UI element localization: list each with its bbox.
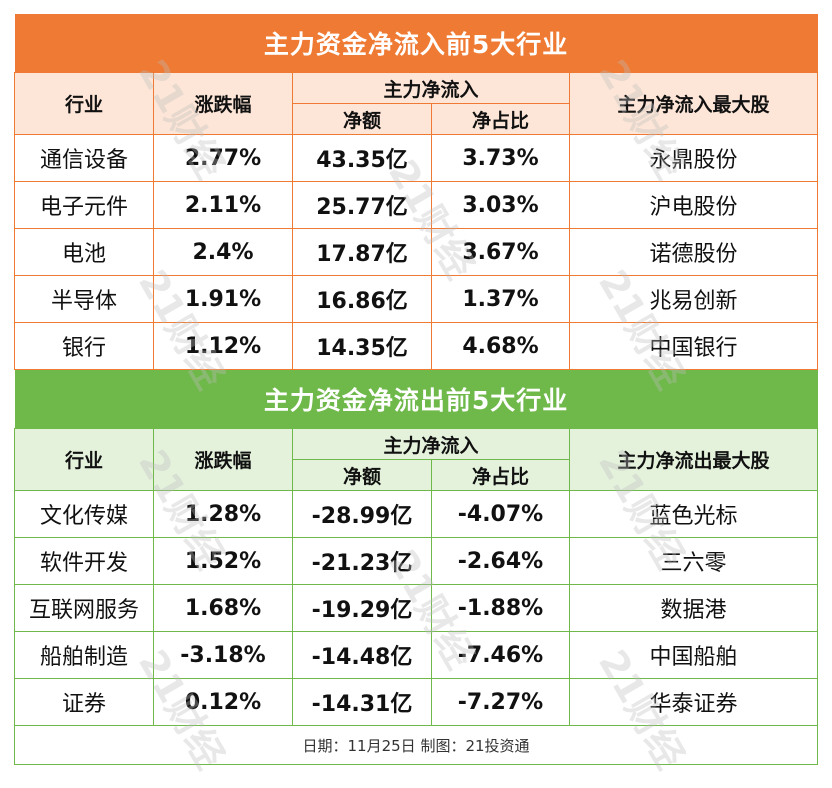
cell-net-amount: -14.48亿 (292, 631, 432, 679)
cell-net-amount: -14.31亿 (292, 678, 432, 726)
cell-net-ratio: -7.46% (431, 631, 570, 679)
cell-top-stock: 诺德股份 (568, 228, 819, 276)
outflow-title: 主力资金净流出前5大行业 (14, 370, 818, 429)
cell-change: 0.12% (153, 678, 293, 726)
table-row: 通信设备 2.77% 43.35亿 3.73% 永鼎股份 (14, 134, 819, 182)
cell-net-amount: -19.29亿 (292, 584, 432, 632)
footer-note: 日期：11月25日 制图：21投资通 (13, 725, 819, 765)
header-net-amount: 净额 (292, 459, 432, 491)
cell-industry: 证券 (14, 678, 154, 726)
cell-top-stock: 数据港 (568, 584, 819, 632)
cell-industry: 银行 (14, 322, 154, 370)
cell-industry: 软件开发 (14, 537, 154, 585)
header-top-stock: 主力净流出最大股 (568, 428, 819, 491)
table-row: 半导体 1.91% 16.86亿 1.37% 兆易创新 (14, 275, 819, 323)
header-net-ratio: 净占比 (431, 459, 570, 491)
header-net-ratio: 净占比 (431, 103, 570, 135)
table-row: 软件开发 1.52% -21.23亿 -2.64% 三六零 (14, 537, 819, 585)
header-change: 涨跌幅 (153, 428, 293, 491)
header-industry: 行业 (14, 428, 154, 491)
cell-change: 1.91% (153, 275, 293, 323)
cell-net-ratio: -1.88% (431, 584, 570, 632)
infographic: 主力资金净流入前5大行业 行业 涨跌幅 主力净流入 主力净流入最大股 净额 净占… (13, 14, 819, 765)
cell-top-stock: 兆易创新 (568, 275, 819, 323)
cell-net-ratio: -2.64% (431, 537, 570, 585)
cell-net-ratio: -4.07% (431, 490, 570, 538)
cell-net-ratio: 4.68% (431, 322, 570, 370)
cell-change: 2.11% (153, 181, 293, 229)
inflow-title: 主力资金净流入前5大行业 (14, 14, 818, 73)
header-flow-group: 主力净流入 (292, 428, 570, 460)
cell-change: 1.28% (153, 490, 293, 538)
table-row: 文化传媒 1.28% -28.99亿 -4.07% 蓝色光标 (14, 490, 819, 538)
cell-net-amount: 25.77亿 (292, 181, 432, 229)
cell-change: 1.12% (153, 322, 293, 370)
cell-net-ratio: -7.27% (431, 678, 570, 726)
cell-industry: 电池 (14, 228, 154, 276)
cell-net-ratio: 1.37% (431, 275, 570, 323)
cell-industry: 文化传媒 (14, 490, 154, 538)
cell-net-amount: 17.87亿 (292, 228, 432, 276)
inflow-table: 主力资金净流入前5大行业 行业 涨跌幅 主力净流入 主力净流入最大股 净额 净占… (14, 14, 819, 370)
cell-net-amount: -21.23亿 (292, 537, 432, 585)
cell-top-stock: 中国银行 (568, 322, 819, 370)
cell-net-ratio: 3.03% (431, 181, 570, 229)
cell-net-ratio: 3.73% (431, 134, 570, 182)
cell-industry: 互联网服务 (14, 584, 154, 632)
header-flow-group: 主力净流入 (292, 72, 570, 104)
cell-net-amount: 16.86亿 (292, 275, 432, 323)
cell-top-stock: 永鼎股份 (568, 134, 819, 182)
table-row: 电子元件 2.11% 25.77亿 3.03% 沪电股份 (14, 181, 819, 229)
table-row: 证券 0.12% -14.31亿 -7.27% 华泰证券 (14, 678, 819, 726)
header-industry: 行业 (14, 72, 154, 135)
header-net-amount: 净额 (292, 103, 432, 135)
cell-top-stock: 蓝色光标 (568, 490, 819, 538)
cell-industry: 半导体 (14, 275, 154, 323)
header-top-stock: 主力净流入最大股 (568, 72, 819, 135)
cell-industry: 电子元件 (14, 181, 154, 229)
cell-net-amount: 43.35亿 (292, 134, 432, 182)
cell-top-stock: 中国船舶 (568, 631, 819, 679)
table-row: 船舶制造 -3.18% -14.48亿 -7.46% 中国船舶 (14, 631, 819, 679)
cell-change: 1.68% (153, 584, 293, 632)
cell-industry: 船舶制造 (14, 631, 154, 679)
table-row: 电池 2.4% 17.87亿 3.67% 诺德股份 (14, 228, 819, 276)
cell-net-amount: 14.35亿 (292, 322, 432, 370)
table-row: 银行 1.12% 14.35亿 4.68% 中国银行 (14, 322, 819, 370)
table-row: 互联网服务 1.68% -19.29亿 -1.88% 数据港 (14, 584, 819, 632)
cell-change: 2.4% (153, 228, 293, 276)
cell-top-stock: 三六零 (568, 537, 819, 585)
cell-top-stock: 华泰证券 (568, 678, 819, 726)
cell-change: -3.18% (153, 631, 293, 679)
cell-net-amount: -28.99亿 (292, 490, 432, 538)
cell-industry: 通信设备 (14, 134, 154, 182)
cell-net-ratio: 3.67% (431, 228, 570, 276)
cell-top-stock: 沪电股份 (568, 181, 819, 229)
cell-change: 2.77% (153, 134, 293, 182)
cell-change: 1.52% (153, 537, 293, 585)
outflow-table: 主力资金净流出前5大行业 行业 涨跌幅 主力净流入 主力净流出最大股 净额 净占… (13, 370, 819, 765)
header-change: 涨跌幅 (153, 72, 293, 135)
